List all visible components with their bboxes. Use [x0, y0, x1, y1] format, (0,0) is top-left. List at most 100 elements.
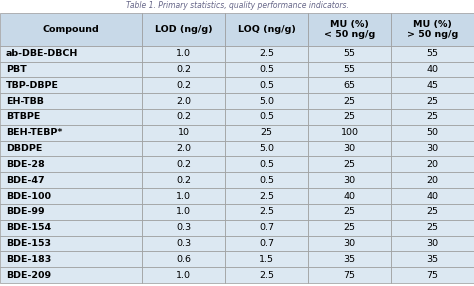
- Text: 0.7: 0.7: [259, 239, 274, 248]
- Bar: [391, 204, 474, 220]
- Bar: [142, 93, 225, 109]
- Bar: [225, 204, 308, 220]
- Bar: [142, 204, 225, 220]
- Text: Compound: Compound: [43, 25, 100, 34]
- Text: BDE-154: BDE-154: [6, 223, 51, 232]
- Text: 25: 25: [344, 97, 356, 106]
- Bar: [391, 109, 474, 125]
- Bar: [142, 251, 225, 267]
- Bar: [391, 61, 474, 78]
- Text: 2.0: 2.0: [176, 97, 191, 106]
- Bar: [142, 141, 225, 156]
- Text: 0.3: 0.3: [176, 223, 191, 232]
- Text: BDE-183: BDE-183: [6, 255, 51, 264]
- Text: BDE-153: BDE-153: [6, 239, 51, 248]
- Bar: [142, 236, 225, 251]
- Bar: [142, 78, 225, 93]
- Bar: [142, 172, 225, 188]
- Text: BTBPE: BTBPE: [6, 112, 40, 122]
- Text: BEH-TEBP*: BEH-TEBP*: [6, 128, 62, 137]
- Text: ab-DBE-DBCH: ab-DBE-DBCH: [6, 49, 78, 58]
- Bar: [308, 204, 391, 220]
- Bar: [391, 251, 474, 267]
- Bar: [308, 156, 391, 172]
- Bar: [308, 61, 391, 78]
- Bar: [308, 93, 391, 109]
- Bar: [225, 93, 308, 109]
- Bar: [225, 156, 308, 172]
- Bar: [391, 13, 474, 46]
- Text: MU (%)
< 50 ng/g: MU (%) < 50 ng/g: [324, 20, 375, 39]
- Text: 25: 25: [344, 112, 356, 122]
- Bar: [308, 220, 391, 236]
- Text: 50: 50: [427, 128, 438, 137]
- Text: 25: 25: [427, 207, 438, 216]
- Text: 30: 30: [427, 239, 438, 248]
- Text: 2.5: 2.5: [259, 49, 274, 58]
- Text: 75: 75: [427, 271, 438, 280]
- Bar: [142, 220, 225, 236]
- Bar: [225, 78, 308, 93]
- Text: TBP-DBPE: TBP-DBPE: [6, 81, 59, 90]
- Bar: [308, 267, 391, 283]
- Bar: [308, 46, 391, 61]
- Bar: [142, 156, 225, 172]
- Text: 55: 55: [344, 65, 356, 74]
- Text: PBT: PBT: [6, 65, 27, 74]
- Text: 0.2: 0.2: [176, 176, 191, 185]
- Bar: [0, 251, 142, 267]
- Text: 2.0: 2.0: [176, 144, 191, 153]
- Text: 1.0: 1.0: [176, 192, 191, 200]
- Text: 25: 25: [261, 128, 273, 137]
- Bar: [308, 188, 391, 204]
- Text: 75: 75: [344, 271, 356, 280]
- Text: 0.3: 0.3: [176, 239, 191, 248]
- Text: 35: 35: [427, 255, 438, 264]
- Bar: [225, 109, 308, 125]
- Bar: [225, 46, 308, 61]
- Bar: [225, 61, 308, 78]
- Bar: [308, 236, 391, 251]
- Text: 30: 30: [344, 239, 356, 248]
- Text: BDE-47: BDE-47: [6, 176, 44, 185]
- Text: 40: 40: [427, 65, 438, 74]
- Bar: [308, 125, 391, 141]
- Bar: [225, 236, 308, 251]
- Bar: [0, 61, 142, 78]
- Text: 55: 55: [427, 49, 438, 58]
- Bar: [391, 93, 474, 109]
- Text: 40: 40: [427, 192, 438, 200]
- Text: 0.2: 0.2: [176, 112, 191, 122]
- Bar: [225, 172, 308, 188]
- Bar: [0, 93, 142, 109]
- Bar: [0, 46, 142, 61]
- Bar: [142, 267, 225, 283]
- Text: 0.2: 0.2: [176, 65, 191, 74]
- Text: 0.6: 0.6: [176, 255, 191, 264]
- Text: 20: 20: [427, 160, 438, 169]
- Bar: [0, 172, 142, 188]
- Bar: [225, 141, 308, 156]
- Text: 0.5: 0.5: [259, 81, 274, 90]
- Text: 1.0: 1.0: [176, 271, 191, 280]
- Text: 2.5: 2.5: [259, 207, 274, 216]
- Bar: [0, 204, 142, 220]
- Text: 25: 25: [427, 112, 438, 122]
- Bar: [142, 13, 225, 46]
- Text: MU (%)
> 50 ng/g: MU (%) > 50 ng/g: [407, 20, 458, 39]
- Bar: [391, 236, 474, 251]
- Bar: [225, 125, 308, 141]
- Text: 40: 40: [344, 192, 356, 200]
- Bar: [308, 109, 391, 125]
- Bar: [0, 13, 142, 46]
- Bar: [391, 188, 474, 204]
- Text: 25: 25: [427, 223, 438, 232]
- Text: 1.5: 1.5: [259, 255, 274, 264]
- Text: 5.0: 5.0: [259, 97, 274, 106]
- Text: 55: 55: [344, 49, 356, 58]
- Text: LOQ (ng/g): LOQ (ng/g): [237, 25, 296, 34]
- Text: 1.0: 1.0: [176, 49, 191, 58]
- Text: 0.2: 0.2: [176, 81, 191, 90]
- Bar: [0, 109, 142, 125]
- Bar: [142, 125, 225, 141]
